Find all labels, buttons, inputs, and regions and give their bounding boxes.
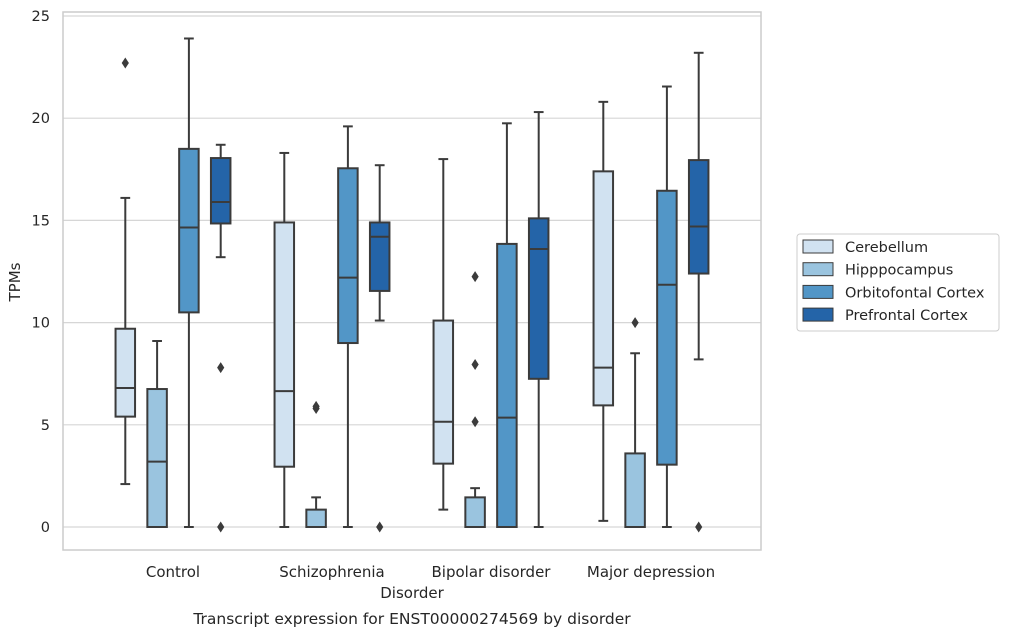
box [527,111,550,528]
box-body [496,242,518,528]
y-tick-label: 10 [32,316,50,332]
legend-label: Prefrontal Cortex [845,308,968,324]
series-orbitofontal-cortex [178,37,678,528]
legend-label: Cerebellum [845,240,928,256]
x-tick-label: Schizophrenia [279,563,384,581]
box-body [305,508,327,529]
series-prefrontal-cortex [209,51,710,533]
x-tick-label: Major depression [587,563,715,581]
box [592,100,615,522]
outlier-marker [471,271,479,283]
series-cerebellum [114,57,615,528]
box [178,37,200,528]
outlier-marker [471,416,479,428]
outlier-marker [631,317,639,329]
x-tick-label: Bipolar disorder [432,563,552,581]
box [687,51,710,533]
outlier-marker [217,521,225,533]
box-body [209,157,232,225]
legend-item: Prefrontal Cortex [802,307,968,324]
legend-item: Hipppocampus [802,262,953,279]
y-tick-label: 5 [41,418,50,434]
legend-label: Hipppocampus [845,263,953,279]
outlier-marker [217,362,225,374]
x-tick-label: Control [146,563,200,581]
box [464,271,486,528]
y-tick-label: 20 [32,111,50,127]
box [273,151,296,528]
box [337,125,359,528]
box-body [592,170,615,407]
box-body [527,217,550,380]
box-body [146,388,168,528]
legend-swatch [802,239,834,254]
x-axis-label: Disorder [380,584,444,602]
box [209,143,232,533]
legend-item: Cerebellum [802,239,928,256]
box-series-layer [114,37,710,533]
legend: Cerebellum Hipppocampus Orbitofontal Corte… [796,233,1000,332]
legend-swatch [802,284,834,299]
box [305,400,327,529]
box-body [624,452,646,528]
legend-swatch [802,262,834,277]
outlier-marker [695,521,703,533]
box [368,164,391,533]
outlier-marker [312,400,320,412]
legend-swatch [802,307,834,322]
y-tick-label: 15 [32,213,50,229]
box-body [368,221,391,292]
legend-frame [796,233,1000,332]
y-tick-label: 0 [41,520,50,536]
box [656,85,678,528]
box [496,122,518,528]
outlier-marker [471,359,479,371]
legend-label: Orbitofontal Cortex [845,285,985,301]
outlier-marker [376,521,384,533]
y-tick-label: 25 [32,9,50,25]
box-body [656,189,678,466]
box-body [464,496,486,528]
box-body [273,221,296,468]
outlier-marker [121,57,129,69]
chart-caption: Transcript expression for ENST0000027456… [192,610,631,628]
box-body [114,327,137,418]
box [624,317,646,528]
box-body [337,167,359,345]
box [146,339,168,528]
box-body [178,147,200,314]
legend-item: Orbitofontal Cortex [802,284,985,301]
plot-area-frame [62,11,762,551]
y-axis-label: TPMs [6,262,24,302]
y-axis-ticks: 0 5 10 15 20 25 [32,9,50,536]
box-body [432,319,455,465]
x-axis-ticks: Control Schizophrenia Bipolar disorder Majo… [146,563,715,581]
box [432,158,455,511]
box-body [687,159,710,275]
box [114,57,137,486]
series-hipppocampus [146,271,646,529]
